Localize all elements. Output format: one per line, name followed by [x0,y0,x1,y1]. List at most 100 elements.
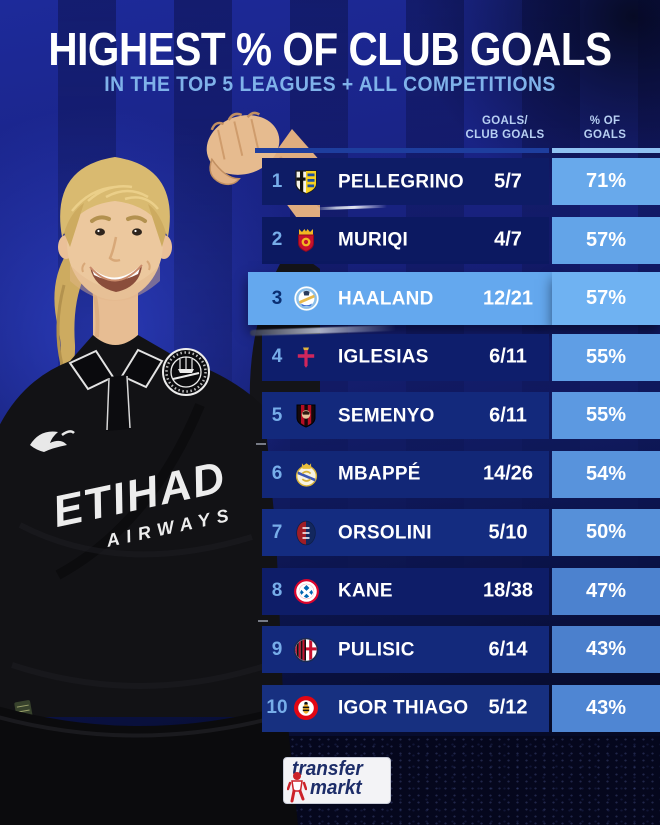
bournemouth-badge-icon [291,402,321,430]
transfermarkt-logo: transfer markt [283,757,391,804]
row-main-cell: 4 IGLESIAS 6/11 [262,333,549,381]
pct-cell: 71% [552,158,660,205]
column-header-ratio-line2: CLUB GOALS [465,129,545,141]
row-main-cell: 2 MURIQI 4/7 [262,216,549,264]
column-header-pct: % OF GOALS [560,114,650,142]
goals-ratio: 5/12 [488,696,528,719]
row-main-cell: 1 PELLEGRINO 5/7 [262,158,549,205]
table-row: 8 KANE 18/38 47% [0,567,660,615]
shine-tick [258,620,268,622]
pct-cell: 47% [552,567,660,615]
player-name: PELLEGRINO [338,170,464,192]
shorts [0,705,298,825]
player-name: IGLESIAS [338,345,429,368]
player-name: SEMENYO [338,404,435,426]
bologna-badge-icon [291,519,321,547]
column-header-ratio: GOALS/ CLUB GOALS [450,114,560,142]
celta-badge-icon [291,343,321,371]
pct-value: 57% [585,287,627,309]
rank-label: 10 [266,697,288,718]
column-header-pct-line2: GOALS [583,129,627,141]
goals-ratio: 6/11 [489,345,527,368]
pct-value: 54% [585,462,627,485]
pct-cell: 43% [552,626,660,673]
table-row: 6 MBAPPÉ 14/26 54% [0,450,660,498]
table-row: 3 HAALAND 12/21 57% [0,272,660,325]
pct-cell: 54% [552,450,660,498]
pct-cell: 43% [552,684,660,732]
brentford-badge-icon [291,694,321,722]
goals-ratio: 6/11 [489,404,527,426]
pct-cell: 50% [552,509,660,556]
mancity-chest-badge-icon [162,348,210,396]
row-main-cell: 7 ORSOLINI 5/10 [262,509,549,556]
rank-label: 6 [271,463,283,484]
parma-badge-icon [291,168,321,196]
neck [93,283,138,349]
pct-value: 55% [585,404,627,426]
fist [206,111,280,186]
row-main-cell: 6 MBAPPÉ 14/26 [262,450,549,498]
shine-tick [256,443,266,445]
pct-value: 71% [585,170,627,192]
mallorca-badge-icon [291,226,321,254]
table-row: 5 SEMENYO 6/11 55% [0,392,660,439]
brand-word-top: transfer [292,758,363,780]
pct-value: 43% [585,696,627,719]
rank-label: 8 [271,580,283,601]
goals-ratio: 18/38 [482,579,534,602]
player-name: PULISIC [338,638,415,660]
transfermarkt-figure-icon [287,772,307,803]
puma-logo-icon [30,431,67,452]
column-header-ratio-line1: GOALS/ [482,115,528,127]
table-row: 7 ORSOLINI 5/10 50% [0,509,660,556]
realmadrid-badge-icon [291,460,321,488]
goals-ratio: 6/14 [488,638,528,660]
pct-value: 55% [585,345,627,368]
table-row: 9 PULISIC 6/14 43% [0,626,660,673]
rank-label: 3 [271,287,283,309]
player-name: HAALAND [338,287,434,309]
pct-value: 43% [585,638,627,660]
column-header-pct-line1: % OF [589,115,621,127]
player-name: MBAPPÉ [338,462,421,485]
pct-value: 57% [585,228,627,251]
goals-ratio: 5/7 [494,170,522,192]
ponytail-hair [54,243,84,389]
player-name: ORSOLINI [338,521,432,543]
rank-label: 2 [271,229,283,250]
mancity-badge-icon [291,285,321,313]
table-row: 10 IGOR THIAGO 5/12 43% [0,684,660,732]
goals-ratio: 4/7 [494,228,522,251]
shirt: ETIHAD AIRWAYS [0,335,284,726]
player-name: MURIQI [338,228,409,251]
page-title: HIGHEST % OF CLUB GOALS [48,23,612,75]
pct-value: 47% [585,579,627,602]
table-row: 1 PELLEGRINO 5/7 71% [0,158,660,205]
table-row: 2 MURIQI 4/7 57% [0,216,660,264]
pct-cell: 55% [552,392,660,439]
pct-cell: 57% [552,216,660,264]
hair [60,157,170,247]
table-row: 4 IGLESIAS 6/11 55% [0,333,660,381]
rank-label: 7 [271,521,283,543]
row-main-cell: 10 IGOR THIAGO 5/12 [262,684,549,732]
pct-value: 50% [585,521,627,543]
rank-label: 1 [271,170,283,192]
pct-cell: 57% [552,272,660,325]
player-name: KANE [338,579,393,602]
goals-ratio: 12/21 [482,287,534,309]
goals-ratio: 5/10 [488,521,528,543]
rank-label: 4 [271,346,283,367]
brand-word-bottom: markt [310,777,362,799]
rank-label: 9 [271,638,283,660]
face [58,186,172,301]
table-top-edge-left [255,148,549,153]
milan-badge-icon [291,636,321,664]
row-main-cell: 9 PULISIC 6/14 [262,626,549,673]
page-subtitle: IN THE TOP 5 LEAGUES + ALL COMPETITIONS [104,73,556,96]
player-name: IGOR THIAGO [338,696,469,719]
bayern-badge-icon [291,577,321,605]
